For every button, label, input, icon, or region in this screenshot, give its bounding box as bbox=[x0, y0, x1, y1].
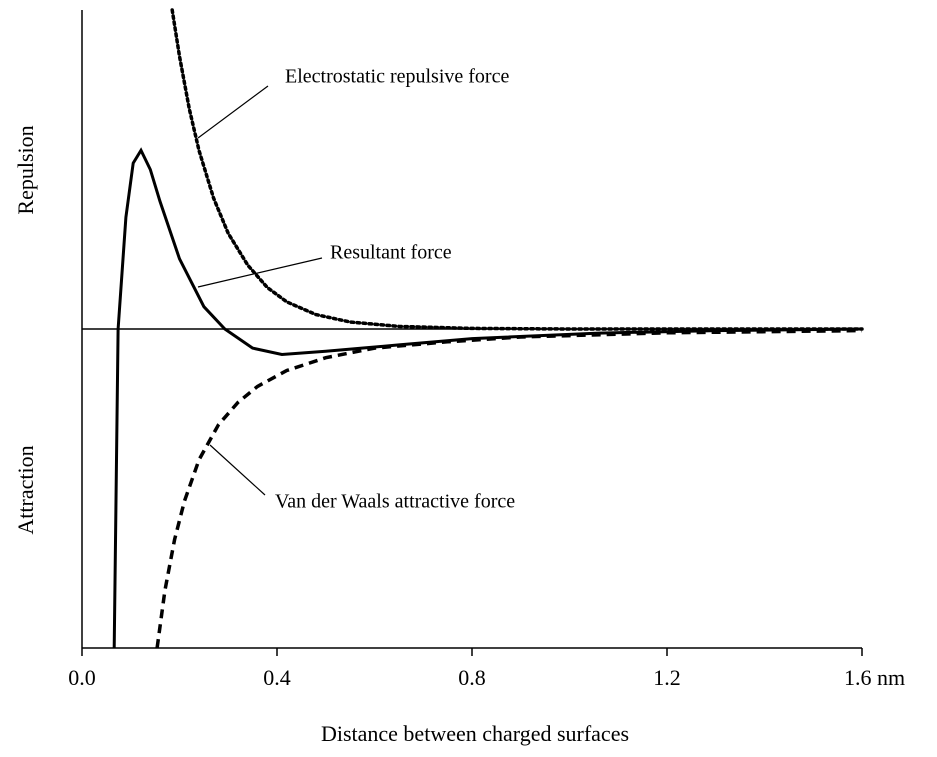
annotation: Resultant force bbox=[330, 242, 452, 264]
x-tick-label: 0.8 bbox=[458, 665, 486, 690]
annotation: Electrostatic repulsive force bbox=[285, 66, 509, 88]
x-tick-label: 0.4 bbox=[263, 665, 291, 690]
series-line bbox=[155, 328, 863, 649]
annotation-leader bbox=[197, 85, 269, 139]
annotation: Van der Waals attractive force bbox=[275, 491, 515, 513]
y-axis-label: Attraction bbox=[13, 445, 38, 534]
x-axis-label: Distance between charged surfaces bbox=[321, 721, 629, 746]
x-tick-label: 0.0 bbox=[68, 665, 96, 690]
annotation-leader bbox=[209, 444, 266, 496]
x-tick-label: 1.2 bbox=[653, 665, 681, 690]
annotation-leader bbox=[197, 257, 323, 288]
x-tick-label: 1.6 nm bbox=[844, 665, 905, 690]
y-axis-label: Repulsion bbox=[13, 125, 38, 214]
series-line bbox=[170, 8, 864, 331]
